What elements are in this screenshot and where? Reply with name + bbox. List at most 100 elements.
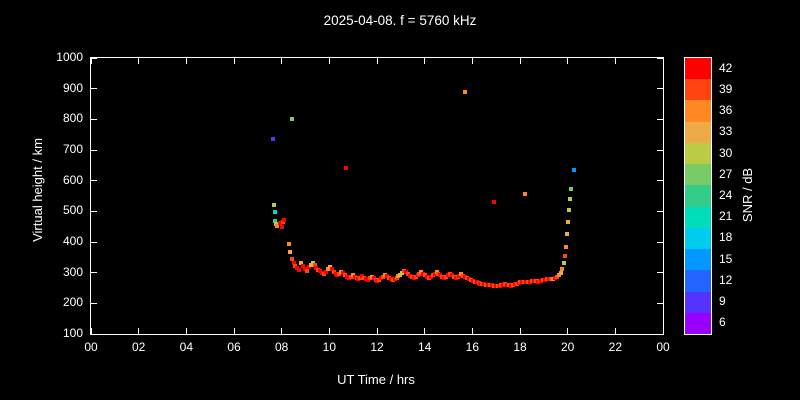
x-tick-label: 04	[179, 340, 193, 354]
y-tick-mark	[657, 272, 663, 274]
x-tick-mark	[328, 328, 330, 334]
plot-area: 00 02 04 06 08 10 12 14 16 18 20 22 00 100 200 300 400 50…	[56, 50, 669, 354]
x-tick-label: 02	[131, 340, 146, 354]
x-tick-mark	[281, 58, 283, 64]
data-point	[563, 253, 568, 258]
data-point	[289, 256, 294, 261]
x-tick-label: 00	[656, 340, 670, 354]
colorbar-tick-label: 30	[719, 145, 733, 160]
x-tick-label: 20	[560, 340, 575, 354]
colorbar-band	[685, 206, 711, 228]
colorbar-band	[685, 291, 711, 313]
x-tick-mark	[185, 58, 187, 64]
y-tick-mark	[657, 180, 663, 182]
data-point	[306, 265, 311, 270]
y-tick-mark	[91, 333, 97, 335]
x-tick-mark	[233, 328, 235, 334]
data-point	[272, 203, 277, 208]
y-tick-mark	[91, 210, 97, 212]
colorbar-band	[685, 163, 711, 186]
data-point	[288, 249, 293, 254]
y-tick-mark	[657, 149, 663, 151]
colorbar-tick-label: 39	[719, 81, 733, 96]
x-tick-label: 08	[274, 340, 289, 354]
data-point	[522, 192, 527, 197]
data-point	[571, 167, 576, 172]
data-point	[323, 270, 328, 275]
x-tick-mark	[138, 58, 140, 64]
y-tick-label: 300	[62, 264, 83, 279]
y-tick-mark	[91, 272, 97, 274]
chart-title: 2025-04-08. f = 5760 kHz	[323, 13, 477, 28]
x-tick-label: 06	[227, 340, 241, 354]
data-point	[491, 200, 496, 205]
data-point	[565, 232, 570, 237]
colorbar-band	[685, 78, 711, 101]
y-tick-mark	[657, 210, 663, 212]
x-tick-mark	[567, 58, 569, 64]
colorbar-label: SNR / dB	[740, 167, 755, 223]
colorbar-tick-label: 21	[719, 209, 733, 224]
colorbar-band	[685, 248, 711, 271]
y-tick-mark	[657, 302, 663, 304]
data-point	[398, 272, 403, 277]
data-point	[282, 217, 287, 222]
colorbar-band	[685, 184, 711, 207]
data-point	[308, 263, 313, 267]
x-tick-mark	[567, 328, 569, 334]
data-point	[297, 268, 302, 273]
x-tick-mark	[328, 58, 330, 64]
colorbar-band	[685, 57, 711, 80]
data-point	[558, 270, 563, 275]
colorbar-tick-label: 27	[719, 166, 733, 181]
data-point	[344, 166, 349, 171]
data-point	[569, 187, 573, 192]
data-point	[560, 266, 565, 271]
colorbar-tick-label: 15	[719, 251, 733, 266]
x-tick-label: 18	[513, 340, 527, 354]
colorbar-band	[685, 121, 711, 143]
y-tick-mark	[91, 302, 97, 304]
data-point	[293, 263, 298, 268]
x-tick-mark	[614, 58, 616, 64]
y-tick-mark	[657, 88, 663, 90]
y-tick-label: 800	[62, 111, 83, 126]
x-tick-label: 14	[417, 340, 432, 354]
data-point	[299, 261, 304, 266]
x-tick-mark	[471, 58, 473, 64]
colorbar-band	[685, 99, 711, 122]
y-tick-mark	[91, 118, 97, 120]
x-tick-mark	[185, 328, 187, 334]
data-point	[278, 220, 283, 225]
y-tick-label: 1000	[56, 50, 83, 64]
data-point	[303, 266, 308, 271]
colorbar-band	[685, 142, 711, 165]
y-tick-mark	[91, 88, 97, 90]
x-tick-mark	[662, 58, 664, 64]
colorbar-tick-label: 33	[719, 124, 733, 139]
data-point	[291, 261, 296, 266]
y-tick-label: 500	[62, 203, 83, 218]
data-point	[301, 263, 306, 268]
x-tick-mark	[376, 58, 378, 64]
colorbar-tick-label: 6	[719, 315, 726, 330]
colorbar-tick-label: 36	[719, 103, 733, 118]
x-tick-label: 00	[84, 340, 98, 354]
x-tick-mark	[90, 328, 92, 334]
colorbar-band	[685, 312, 711, 334]
x-tick-mark	[662, 328, 664, 334]
x-axis-label: UT Time / hrs	[337, 372, 415, 387]
x-tick-mark	[519, 328, 521, 334]
x-tick-mark	[519, 58, 521, 64]
x-tick-label: 16	[465, 340, 479, 354]
data-point	[329, 266, 334, 271]
colorbar-tick-label: 12	[719, 272, 733, 287]
y-tick-label: 400	[62, 234, 83, 248]
y-tick-mark	[657, 57, 663, 59]
y-tick-mark	[91, 241, 97, 243]
colorbar-tick-label: 24	[719, 188, 733, 202]
y-tick-label: 600	[62, 172, 83, 187]
x-tick-mark	[233, 58, 235, 64]
data-point	[290, 117, 295, 122]
